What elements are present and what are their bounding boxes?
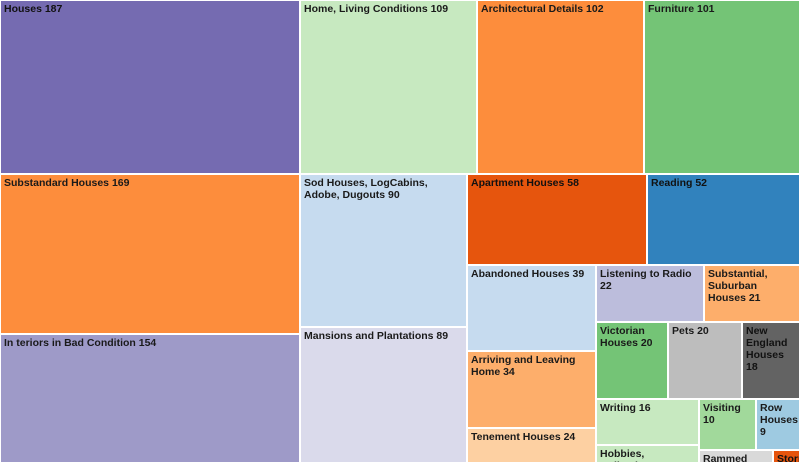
treemap-cell-label: New England Houses 18: [746, 325, 788, 373]
treemap-cell-label: Mansions and Plantations 89: [304, 330, 449, 342]
treemap-cell-label: Writing 16: [600, 402, 651, 414]
treemap-cell-substandard-houses[interactable]: Substandard Houses 169: [0, 174, 300, 334]
treemap-cell-abandoned-houses[interactable]: Abandoned Houses 39: [467, 265, 596, 351]
treemap-cell-sod-houses-logcabins-adobe-dugouts[interactable]: Sod Houses, LogCabins, Adobe, Dugouts 90: [300, 174, 467, 327]
treemap-cell-pets[interactable]: Pets 20: [668, 322, 742, 399]
treemap-cell-tenement-houses[interactable]: Tenement Houses 24: [467, 428, 596, 463]
treemap-cell-label: Storm: [777, 453, 799, 463]
treemap-cell-arriving-and-leaving-home[interactable]: Arriving and Leaving Home 34: [467, 351, 596, 428]
treemap-cell-label: Rammed: [703, 453, 748, 463]
treemap-cell-in-teriors-in-bad-condition[interactable]: In teriors in Bad Condition 154: [0, 334, 300, 463]
treemap-cell-label: Abandoned Houses 39: [471, 268, 585, 280]
treemap-cell-rammed[interactable]: Rammed: [699, 450, 773, 463]
treemap-cell-label: Hobbies, Collecting 16: [600, 448, 665, 462]
treemap-cell-label: Listening to Radio 22: [600, 268, 692, 292]
treemap-cell-furniture[interactable]: Furniture 101: [644, 0, 800, 174]
treemap-cell-label: Substandard Houses 169: [4, 177, 130, 189]
treemap-cell-row-houses[interactable]: Row Houses 9: [756, 399, 800, 450]
treemap-cell-label: Reading 52: [651, 177, 708, 189]
treemap-cell-label: Tenement Houses 24: [471, 431, 576, 443]
treemap-cell-label: Victorian Houses 20: [600, 325, 653, 349]
treemap-cell-visiting[interactable]: Visiting 10: [699, 399, 756, 450]
treemap-cell-listening-to-radio[interactable]: Listening to Radio 22: [596, 265, 704, 322]
treemap-cell-label: Visiting 10: [703, 402, 741, 426]
treemap-cell-home-living-conditions[interactable]: Home, Living Conditions 109: [300, 0, 477, 174]
treemap-cell-architectural-details[interactable]: Architectural Details 102: [477, 0, 644, 174]
treemap-cell-apartment-houses[interactable]: Apartment Houses 58: [467, 174, 647, 265]
treemap-cell-mansions-and-plantations[interactable]: Mansions and Plantations 89: [300, 327, 467, 463]
treemap-cell-writing[interactable]: Writing 16: [596, 399, 699, 445]
treemap-cell-label: Arriving and Leaving Home 34: [471, 354, 576, 378]
treemap-cell-label: Home, Living Conditions 109: [304, 3, 449, 15]
treemap-cell-substantial-suburban-houses[interactable]: Substantial, Suburban Houses 21: [704, 265, 800, 322]
treemap-cell-victorian-houses[interactable]: Victorian Houses 20: [596, 322, 668, 399]
treemap-cell-label: Houses 187: [4, 3, 63, 15]
treemap-cell-storm[interactable]: Storm: [773, 450, 800, 463]
treemap-cell-hobbies-collecting[interactable]: Hobbies, Collecting 16: [596, 445, 699, 463]
treemap-cell-label: Apartment Houses 58: [471, 177, 579, 189]
treemap-cell-label: Pets 20: [672, 325, 709, 337]
treemap-cell-label: Sod Houses, LogCabins, Adobe, Dugouts 90: [304, 177, 428, 201]
treemap-cell-label: Substantial, Suburban Houses 21: [708, 268, 768, 304]
treemap-cell-houses[interactable]: Houses 187: [0, 0, 300, 174]
treemap-cell-label: Furniture 101: [648, 3, 715, 15]
treemap-cell-new-england-houses[interactable]: New England Houses 18: [742, 322, 800, 399]
treemap-cell-reading[interactable]: Reading 52: [647, 174, 800, 265]
treemap-cell-label: Architectural Details 102: [481, 3, 604, 15]
treemap-cell-label: In teriors in Bad Condition 154: [4, 337, 157, 349]
treemap-cell-label: Row Houses 9: [760, 402, 798, 438]
